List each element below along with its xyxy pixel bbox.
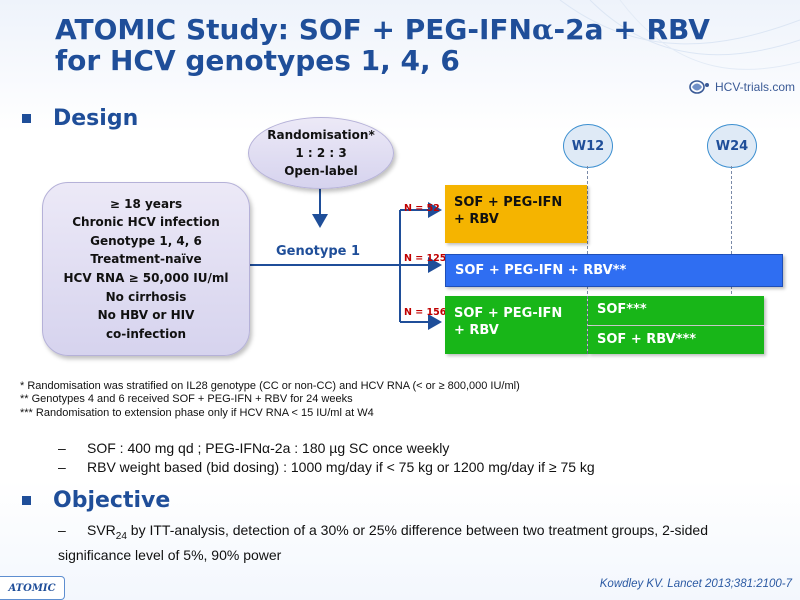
dosing-item: – RBV weight based (bid dosing) : 1000 mg… (58, 458, 595, 477)
arm1-box: SOF + PEG-IFN + RBV (445, 185, 587, 243)
inclusion-criterion: HCV RNA ≥ 50,000 IU/ml (63, 271, 229, 285)
arm3-box: SOF + PEG-IFN + RBV (445, 296, 587, 354)
title-prefix: ATOMIC Study: SOF + PEG-IFN (55, 13, 532, 46)
randomisation-label: Randomisation* (267, 128, 375, 142)
arm1-label-line2: + RBV (454, 212, 499, 227)
arm3-label-line2: + RBV (454, 323, 499, 338)
citation: Kowdley KV. Lancet 2013;381:2100-7 (599, 578, 792, 590)
objective-description: by ITT-analysis, detection of a 30% or 2… (58, 522, 708, 563)
inclusion-criterion: No HBV or HIV (97, 308, 195, 323)
randomisation-open-label: Open-label (284, 164, 358, 178)
week-12-marker: W12 (563, 124, 613, 168)
inclusion-criterion: co-infection (105, 326, 187, 341)
hcv-trials-logo-icon (689, 80, 709, 94)
arm2-box: SOF + PEG-IFN + RBV** (445, 254, 783, 287)
footnotes: * Randomisation was stratified on IL28 g… (20, 380, 520, 420)
square-bullet-icon (22, 114, 31, 123)
arm3-label-line1: SOF + PEG-IFN (454, 306, 563, 321)
week-24-marker: W24 (707, 124, 757, 168)
objective-heading-text: Objective (53, 488, 171, 513)
arm1-n-label: N = 52 (404, 203, 440, 214)
svr-subscript: 24 (115, 530, 127, 542)
footnote-3: *** Randomisation to extension phase onl… (20, 406, 374, 419)
inclusion-criterion: ≥ 18 years (109, 196, 183, 211)
study-tag: ATOMIC (0, 576, 65, 600)
dash-bullet: – (58, 522, 66, 538)
objective-heading: Objective (22, 488, 170, 513)
title-line-1: ATOMIC Study: SOF + PEG-IFNα-2a + RBV (55, 14, 710, 45)
inclusion-criterion: Treatment-naïve (90, 252, 202, 267)
genotype-label: Genotype 1 (276, 244, 361, 259)
dash-bullet: – (58, 459, 66, 475)
arm3-extension-sof-rbv-box: SOF + RBV*** (588, 326, 764, 354)
arm3-extension-sof-box: SOF*** (588, 296, 764, 325)
square-bullet-icon (22, 496, 31, 505)
dosing-text: RBV weight based (bid dosing) : 1000 mg/… (87, 459, 595, 475)
title-line-2: for HCV genotypes 1, 4, 6 (55, 44, 460, 77)
dosing-text: SOF : 400 mg qd ; PEG-IFNα-2a : 180 µg S… (87, 440, 450, 456)
inclusion-criteria-box: ≥ 18 years Chronic HCV infection Genotype … (42, 182, 250, 356)
arm3-n-label: N = 156 (404, 307, 447, 318)
inclusion-criterion: Genotype 1, 4, 6 (90, 233, 202, 248)
inclusion-criterion: No cirrhosis (105, 289, 187, 304)
title-suffix: -2a + RBV (553, 13, 710, 46)
dosing-list: – SOF : 400 mg qd ; PEG-IFNα-2a : 180 µg … (58, 439, 595, 477)
brand-logo: HCV-trials.com (688, 76, 795, 98)
objective-text: – SVR24 by ITT-analysis, detection of a 3… (58, 521, 778, 565)
footnote-1: * Randomisation was stratified on IL28 g… (20, 380, 520, 392)
design-heading-text: Design (53, 106, 139, 131)
randomisation-oval: Randomisation* 1 : 2 : 3 Open-label (248, 117, 394, 189)
inclusion-criterion: Chronic HCV infection (72, 215, 220, 230)
arm2-n-label: N = 125 (404, 253, 447, 264)
arm1-label-line1: SOF + PEG-IFN (454, 195, 563, 210)
footnote-2: ** Genotypes 4 and 6 received SOF + PEG-… (20, 393, 353, 406)
svr-prefix: SVR (87, 522, 116, 538)
background-decoration (559, 0, 800, 70)
dosing-item: – SOF : 400 mg qd ; PEG-IFNα-2a : 180 µg … (58, 439, 595, 458)
randomisation-ratio: 1 : 2 : 3 (295, 146, 347, 160)
dash-bullet: – (58, 440, 66, 456)
title-alpha: α (531, 13, 554, 46)
design-heading: Design (22, 106, 138, 131)
slide-title: ATOMIC Study: SOF + PEG-IFNα-2a + RBV fo… (55, 14, 710, 76)
brand-text: HCV-trials.com (715, 80, 796, 94)
